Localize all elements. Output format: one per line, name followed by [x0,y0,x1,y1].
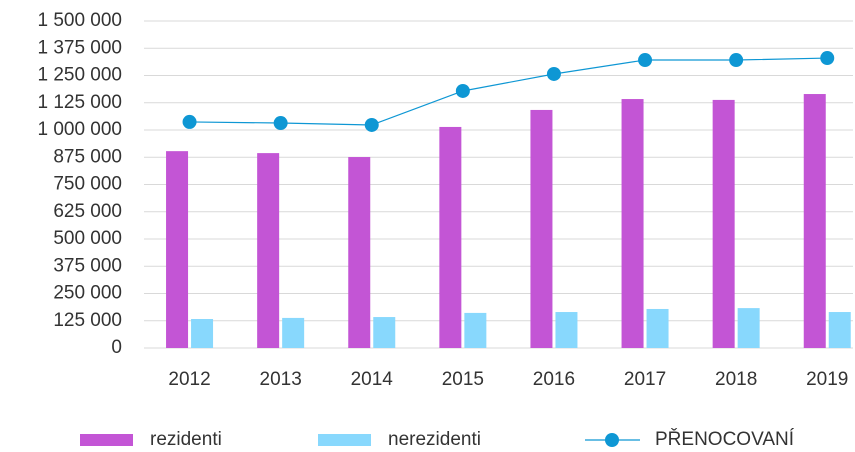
bar [257,153,280,348]
bar [464,312,487,348]
x-tick-label: 2019 [806,369,848,390]
legend-swatch [318,434,371,446]
legend-label: PŘENOCOVANÍ [655,428,795,450]
y-tick-label: 750 000 [53,174,122,195]
x-tick-label: 2014 [351,369,394,390]
legend-swatch [605,433,619,447]
y-tick-label: 375 000 [53,255,122,276]
bar [191,319,214,348]
x-tick-label: 2015 [442,369,484,390]
y-tick-label: 625 000 [53,201,122,222]
bar [166,151,189,348]
bar [555,312,578,348]
y-tick-label: 875 000 [53,146,122,167]
x-tick-label: 2013 [260,369,302,390]
y-tick-label: 1 500 000 [37,10,122,31]
bar [646,308,669,348]
y-tick-label: 1 375 000 [37,37,122,58]
bar [712,99,735,348]
line-marker [455,83,470,98]
x-tick-label: 2017 [624,369,666,390]
y-tick-label: 0 [111,337,122,358]
y-tick-label: 125 000 [53,310,122,331]
bar [373,317,396,348]
bar [621,99,644,348]
line-marker [729,53,744,68]
bar [282,317,305,348]
y-tick-label: 500 000 [53,228,122,249]
bar [530,109,553,348]
line-marker [273,116,288,131]
x-tick-label: 2016 [533,369,575,390]
legend-label: rezidenti [150,429,222,450]
x-tick-label: 2018 [715,369,757,390]
bar [348,157,371,348]
bar [803,94,826,348]
line-marker [546,66,561,81]
y-tick-label: 1 125 000 [37,92,122,113]
y-tick-label: 1 000 000 [37,119,122,140]
x-tick-label: 2012 [168,369,210,390]
line [189,57,828,126]
bar [439,126,462,348]
line-marker [638,53,653,68]
legend-label: nerezidenti [388,429,481,450]
line-marker [820,51,835,66]
bar [828,312,851,348]
line-marker [182,114,197,129]
legend-swatch [80,434,133,446]
line-marker [364,117,379,132]
y-tick-label: 250 000 [53,283,122,304]
y-tick-label: 1 250 000 [37,65,122,86]
bar [737,308,760,348]
